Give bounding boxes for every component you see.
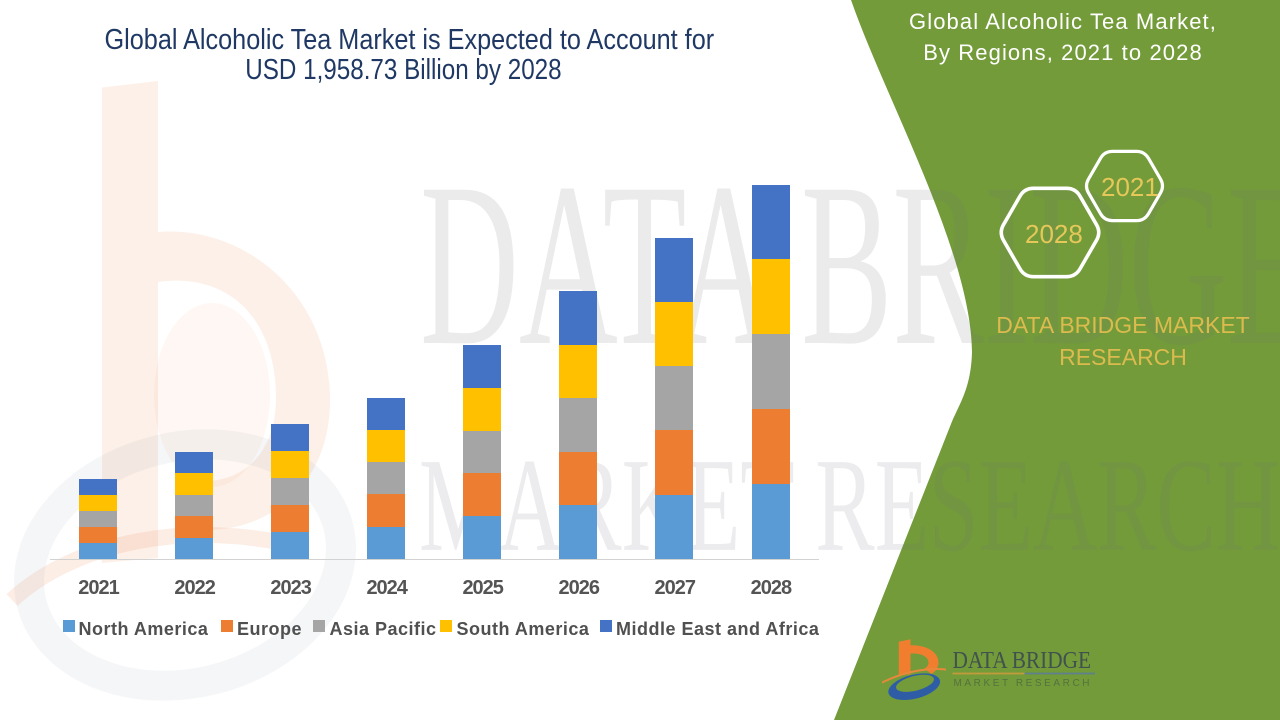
svg-text:MARKET RESEARCH: MARKET RESEARCH — [419, 432, 1280, 580]
svg-text:DATA BRIDGE: DATA BRIDGE — [953, 648, 1092, 674]
svg-text:MARKET RESEARCH: MARKET RESEARCH — [954, 678, 1090, 689]
